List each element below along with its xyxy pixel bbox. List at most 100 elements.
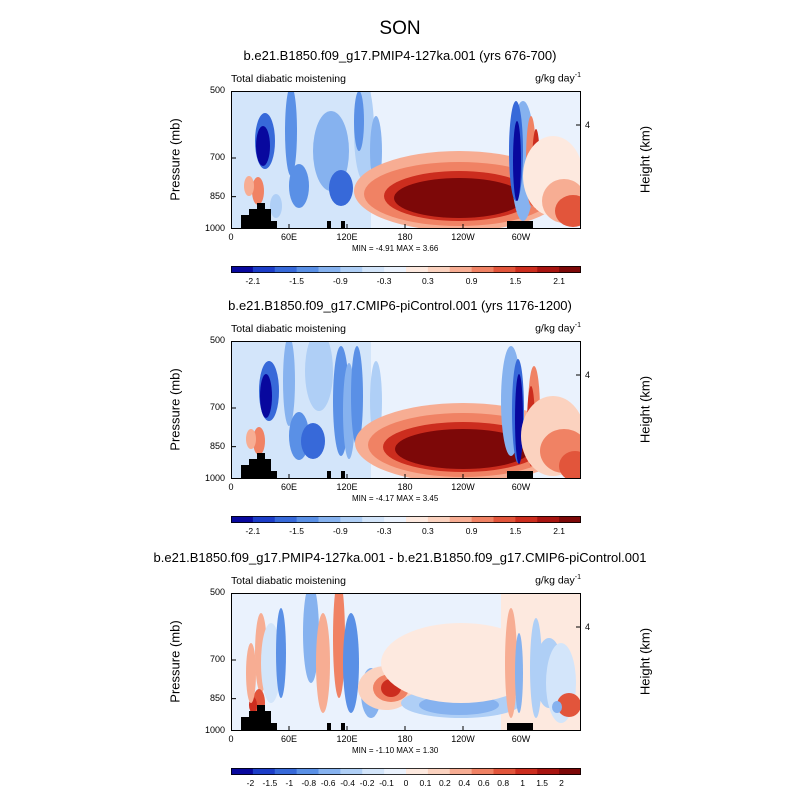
colorbar-swatch (471, 768, 494, 775)
main-title: SON (379, 18, 421, 39)
colorbar-swatch (252, 266, 276, 273)
colorbar-label: -2.1 (245, 276, 261, 286)
contour-region (289, 164, 309, 208)
y-tick-label: 1000 (204, 223, 225, 233)
colorbar-swatch (537, 768, 560, 775)
units-exponent: -1 (574, 322, 581, 329)
topography-mask (507, 221, 533, 229)
colorbar-label: 0.9 (465, 526, 478, 536)
contour-region (261, 623, 281, 703)
colorbar-swatch (252, 516, 276, 523)
colorbar-label: 2.1 (553, 526, 566, 536)
min-max-label: MIN = -1.10 MAX = 1.30 (352, 746, 439, 755)
colorbar-swatch (449, 768, 473, 775)
colorbar-swatch (274, 516, 298, 523)
colorbar-swatch (231, 266, 254, 273)
contour-region (354, 91, 364, 151)
x-tick-label: 0 (228, 482, 234, 492)
topography-mask (265, 459, 271, 479)
topography-mask (327, 723, 331, 731)
units-exponent: -1 (574, 574, 581, 581)
colorbar-swatch (362, 266, 385, 273)
min-max-label: MIN = -4.17 MAX = 3.45 (352, 494, 439, 503)
units-label: g/kg day-1 (501, 72, 581, 85)
x-tick-label: 0 (228, 232, 234, 242)
units-label: g/kg day-1 (501, 574, 581, 587)
topography-mask (257, 453, 265, 479)
colorbar-swatch (427, 266, 451, 273)
colorbar-label: -0.1 (379, 778, 394, 788)
colorbar (231, 266, 581, 273)
x-tick-label: 60E (280, 734, 297, 744)
colorbar-label: 0.6 (477, 778, 490, 788)
x-tick-label: 120W (451, 734, 475, 744)
y-tick-label: 700 (209, 653, 225, 664)
colorbar-label: 1.5 (509, 526, 522, 536)
y-axis-label: Pressure (mb) (167, 118, 183, 201)
contour-region (515, 633, 523, 713)
x-tick-label: 0 (228, 734, 234, 744)
y-tick-label: 700 (209, 151, 225, 162)
colorbar-swatch (296, 516, 319, 523)
colorbar-swatch (340, 516, 363, 523)
field-region (231, 91, 371, 229)
colorbar-label: -0.8 (301, 778, 317, 788)
height-tick-label: 4 (585, 120, 591, 130)
y-axis-label: Pressure (mb) (167, 620, 183, 703)
x-tick-label: 180 (397, 734, 413, 744)
y-tick-label: 850 (209, 190, 225, 201)
x-tick-label: 180 (397, 232, 413, 242)
contour-plot (231, 593, 581, 731)
contour-region (276, 608, 286, 698)
contour-region (557, 693, 581, 717)
x-tick-label: 60E (280, 232, 297, 242)
x-tick-label: 120E (336, 482, 358, 492)
units-label: g/kg day-1 (501, 322, 581, 335)
contour-region (351, 346, 363, 446)
topography-mask (249, 209, 257, 229)
colorbar-label: 0.9 (465, 276, 478, 286)
colorbar-swatch (231, 516, 254, 523)
topography-mask (327, 221, 331, 229)
y-axis-label-right: Height (km) (637, 627, 653, 696)
y-axis-label: Pressure (mb) (167, 368, 183, 451)
colorbar-label: -0.9 (333, 276, 348, 286)
colorbar-label: 1 (520, 778, 526, 788)
colorbar-swatch (340, 266, 363, 273)
colorbar-swatch (427, 516, 451, 523)
y-tick-label: 850 (209, 692, 225, 703)
topography-mask (249, 459, 257, 479)
colorbar-label: 1.5 (509, 276, 522, 286)
colorbar-swatch (449, 516, 473, 523)
y-tick-label: 500 (209, 85, 225, 95)
height-tick-label: 4 (585, 622, 591, 632)
colorbar-swatch (406, 266, 429, 273)
x-tick-label: 180 (397, 482, 413, 492)
colorbar-label: -0.3 (376, 526, 392, 536)
contour-region (252, 177, 264, 205)
colorbar-label: -0.6 (320, 778, 336, 788)
topography-mask (265, 209, 271, 229)
contour-region (329, 170, 353, 206)
colorbar-swatch (296, 266, 319, 273)
colorbar-label: 0 (403, 778, 409, 788)
topography-mask (257, 705, 265, 731)
colorbar-swatch (318, 266, 341, 273)
field-label: Total diabatic moistening (231, 73, 346, 85)
plot-frame (231, 593, 581, 731)
y-tick-label: 500 (209, 587, 225, 597)
x-tick-label: 120E (336, 734, 358, 744)
topography-mask (341, 471, 345, 479)
colorbar-swatch (406, 768, 429, 775)
colorbar-label: -2.1 (245, 526, 261, 536)
contour-region (515, 374, 523, 464)
colorbar-label: 0.3 (421, 276, 434, 286)
colorbar-swatch (252, 768, 276, 775)
colorbar-label: -1 (285, 778, 294, 788)
y-axis-label-right: Height (km) (637, 375, 653, 444)
contour-region (301, 423, 325, 459)
contour-plot (231, 341, 581, 479)
x-tick-label: 120E (336, 232, 358, 242)
colorbar-label: -1.5 (289, 526, 304, 536)
units-text: g/kg day (535, 322, 575, 335)
